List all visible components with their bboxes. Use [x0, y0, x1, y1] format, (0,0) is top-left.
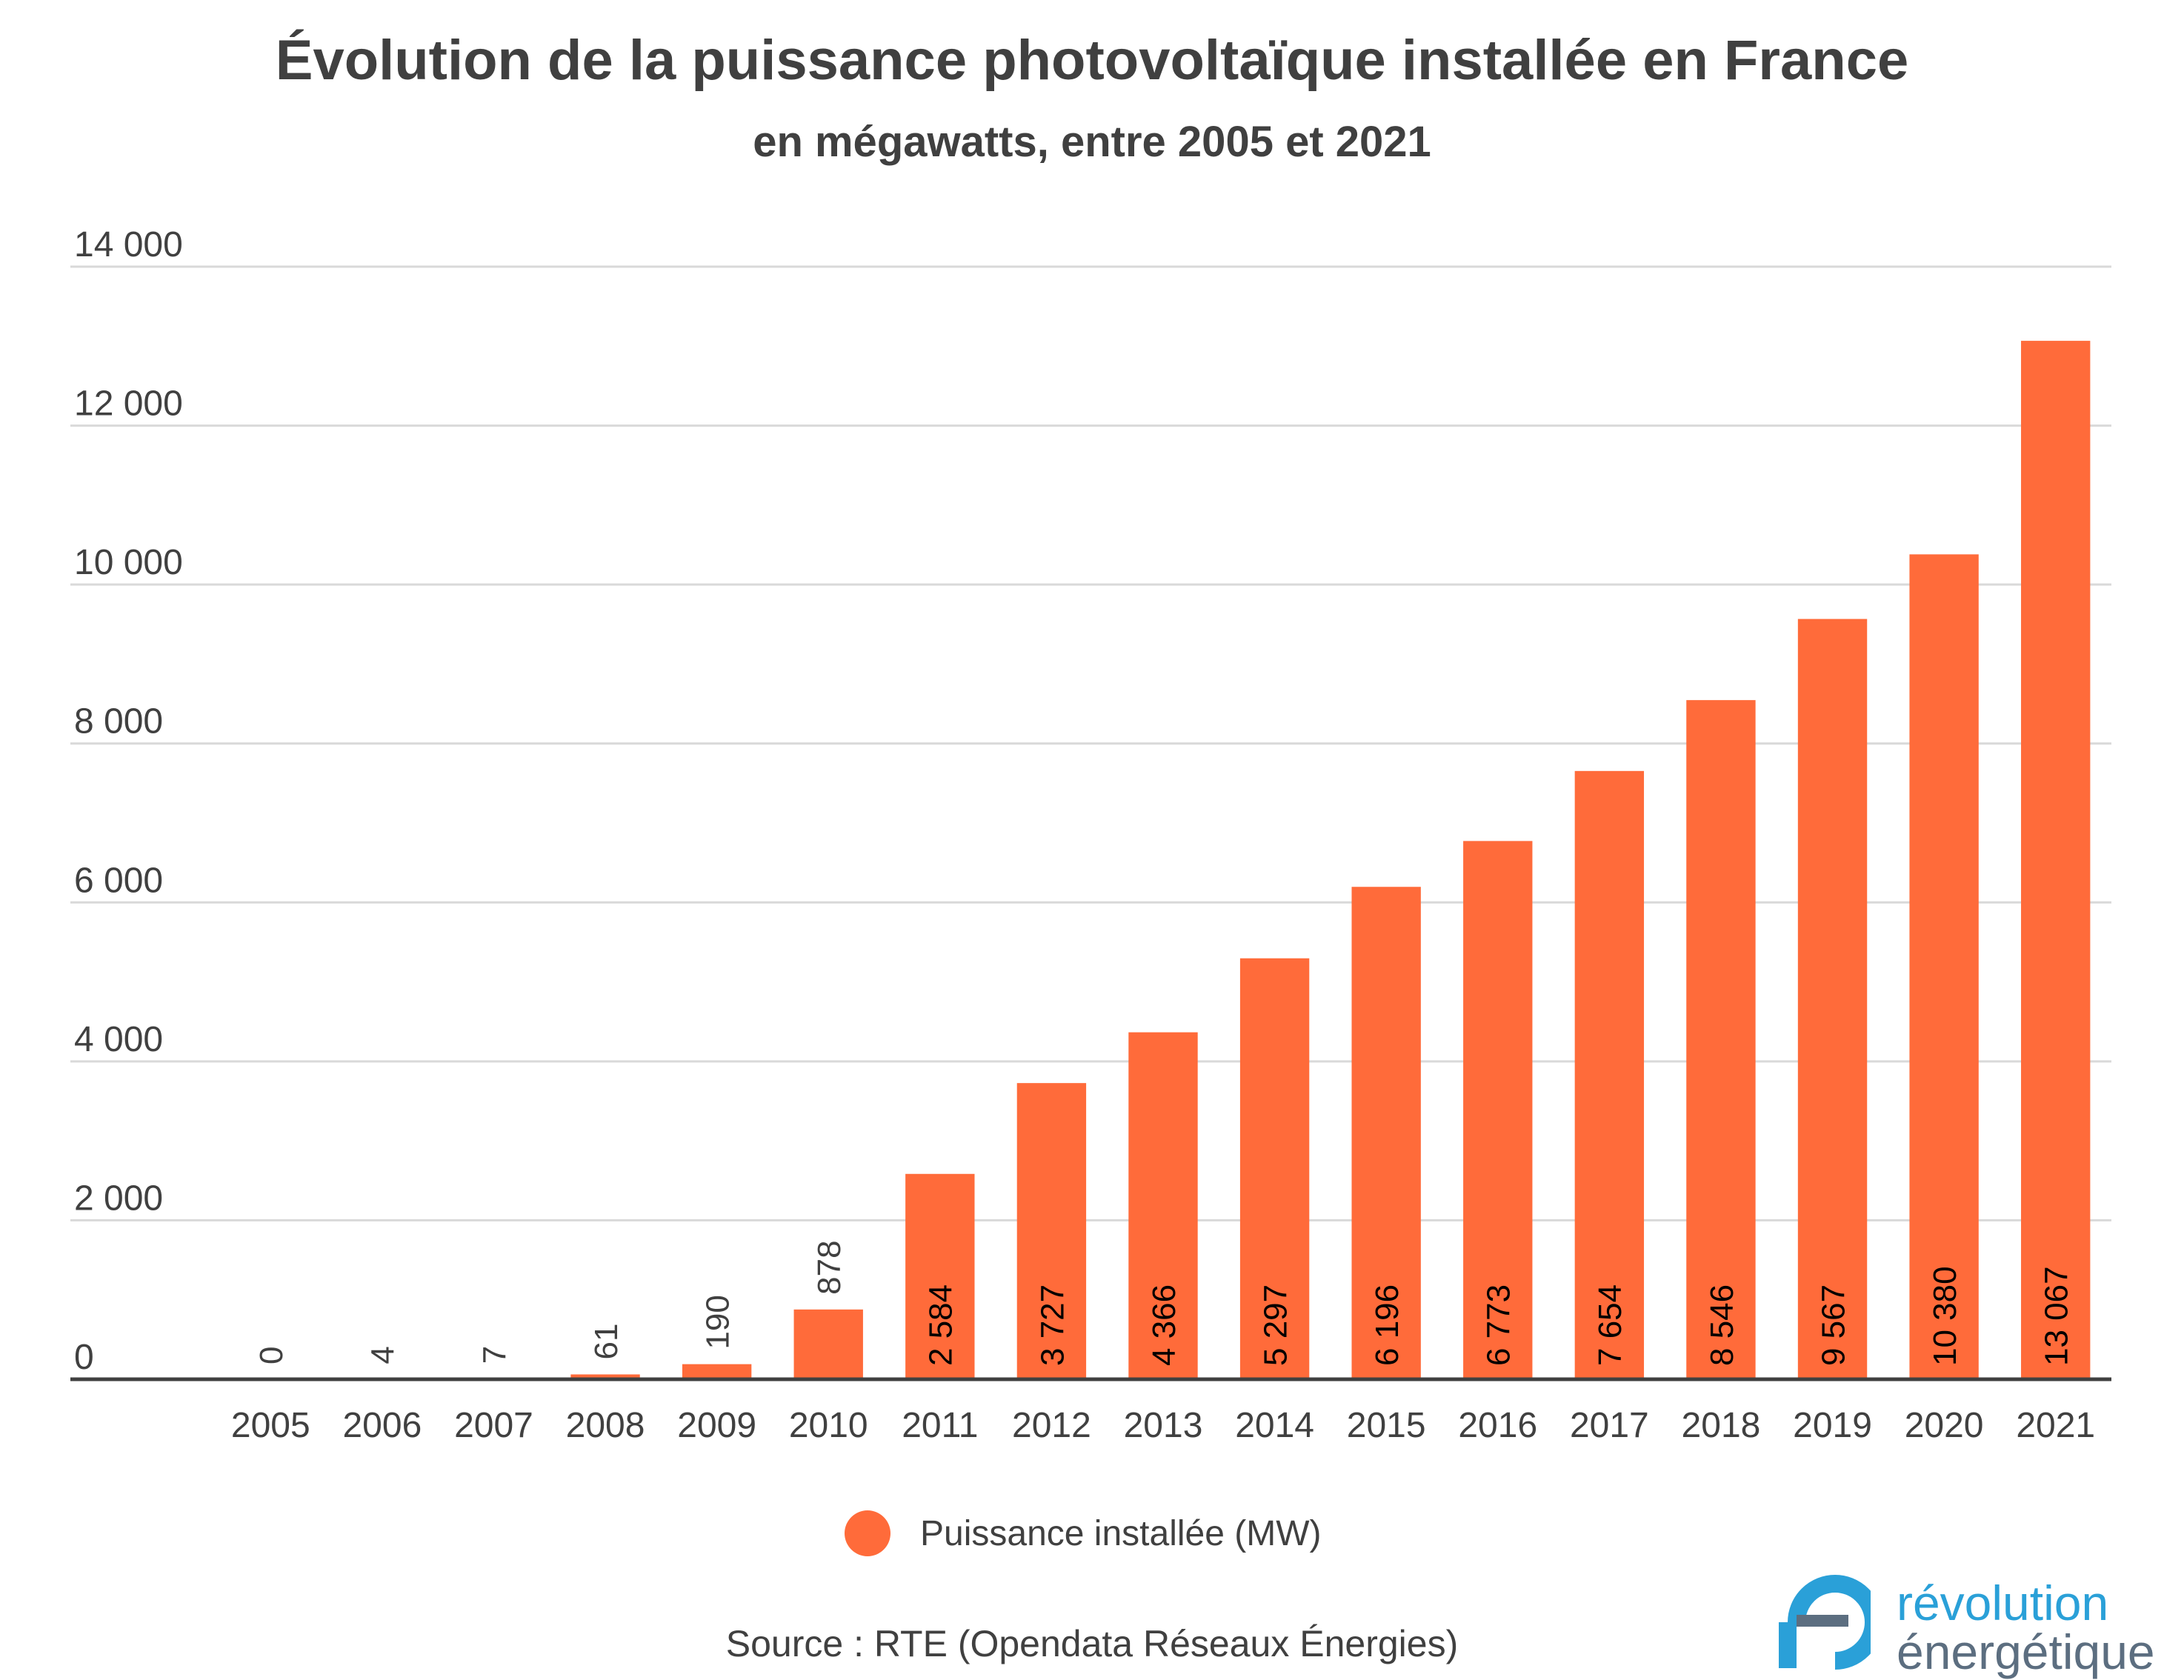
legend-swatch — [845, 1510, 890, 1556]
data-label-2010: 878 — [811, 1240, 848, 1294]
y-tick-label: 8 000 — [74, 702, 163, 741]
x-tick-label: 2021 — [2016, 1406, 2095, 1445]
data-label-2007: 7 — [476, 1346, 513, 1364]
data-label-2021: 13 067 — [2039, 1266, 2075, 1366]
data-label-2008: 61 — [588, 1324, 625, 1360]
data-label-2006: 4 — [365, 1346, 402, 1364]
x-tick-label: 2007 — [454, 1406, 533, 1445]
bars — [347, 341, 2090, 1379]
bar-2019 — [1798, 619, 1867, 1379]
x-tick-label: 2008 — [566, 1406, 645, 1445]
y-tick-label: 6 000 — [74, 861, 163, 900]
data-label-2013: 4 366 — [1146, 1284, 1182, 1366]
bar-2009 — [682, 1364, 751, 1379]
y-tick-label: 12 000 — [74, 384, 183, 424]
data-label-2015: 6 196 — [1369, 1284, 1405, 1366]
x-tick-label: 2017 — [1570, 1406, 1649, 1445]
x-tick-label: 2016 — [1458, 1406, 1537, 1445]
bar-2010 — [794, 1310, 863, 1379]
data-label-2019: 9 567 — [1815, 1284, 1851, 1366]
x-tick-label: 2015 — [1347, 1406, 1426, 1445]
x-axis-ticks: 2005 2006 2007 2008 2009 2010 2011 2012 2013 2014… — [231, 1406, 2095, 1445]
data-label-2016: 6 773 — [1481, 1284, 1517, 1366]
data-label-2011: 2 584 — [923, 1284, 959, 1366]
data-label-2005: 0 — [253, 1347, 290, 1364]
y-tick-label: 10 000 — [74, 543, 183, 582]
x-tick-label: 2011 — [902, 1406, 978, 1445]
bar-2018 — [1686, 700, 1755, 1379]
brand-e-mark-icon — [1767, 1570, 1871, 1674]
bar-2021 — [2021, 341, 2090, 1379]
x-tick-label: 2013 — [1124, 1406, 1203, 1445]
brand-name-line-2: énergétique — [1897, 1624, 2155, 1680]
legend: Puissance installée (MW) — [845, 1507, 1322, 1559]
x-tick-label: 2018 — [1682, 1406, 1761, 1445]
x-tick-label: 2019 — [1793, 1406, 1872, 1445]
data-label-2020: 10 380 — [1927, 1266, 1963, 1366]
legend-label: Puissance installée (MW) — [920, 1513, 1322, 1554]
y-tick-label: 4 000 — [74, 1020, 163, 1059]
data-label-2009: 190 — [699, 1295, 736, 1349]
data-label-2018: 8 546 — [1704, 1284, 1740, 1366]
x-tick-label: 2005 — [231, 1406, 310, 1445]
x-tick-label: 2010 — [789, 1406, 868, 1445]
x-tick-label: 2020 — [1905, 1406, 1984, 1445]
data-label-2017: 7 654 — [1592, 1284, 1628, 1366]
x-tick-label: 2014 — [1235, 1406, 1314, 1445]
y-tick-label: 14 000 — [74, 225, 183, 264]
x-tick-label: 2012 — [1012, 1406, 1091, 1445]
x-tick-label: 2009 — [677, 1406, 756, 1445]
y-axis-ticks: 0 2 000 4 000 6 000 8 000 10 000 12 000 14 000 — [74, 225, 183, 1377]
bar-2020 — [1909, 554, 1978, 1379]
x-tick-label: 2006 — [342, 1406, 422, 1445]
y-tick-label: 0 — [74, 1338, 94, 1377]
y-tick-label: 2 000 — [74, 1179, 163, 1218]
brand-logo: révolution énergétique — [1767, 1570, 2182, 1674]
brand-name-line-1: révolution — [1897, 1575, 2108, 1631]
data-label-2014: 5 297 — [1257, 1284, 1294, 1366]
data-label-2012: 3 727 — [1034, 1284, 1071, 1366]
